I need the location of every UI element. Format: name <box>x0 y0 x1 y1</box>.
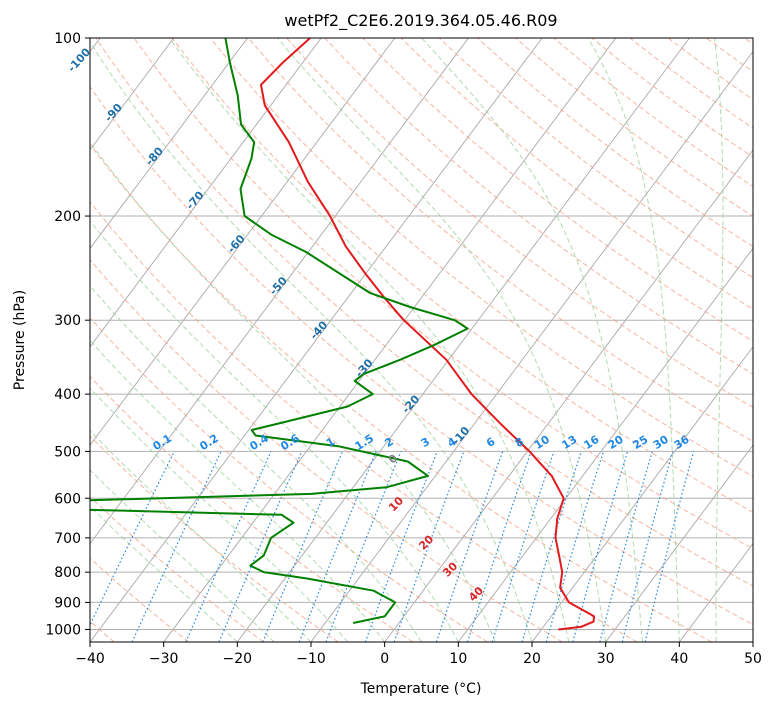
isotherm-line <box>457 247 753 642</box>
mixing-ratio-line <box>545 451 604 642</box>
dry-adiabat-line <box>90 86 753 626</box>
dry-adiabat-line <box>90 435 339 642</box>
moist-adiabat-line <box>587 38 680 642</box>
chart-title: wetPf2_C2E6.2019.364.05.46.R09 <box>284 11 557 31</box>
mixing-ratio-line <box>572 451 629 642</box>
mixing-ratio-line <box>325 451 402 642</box>
dry-adiabat-line <box>209 38 753 478</box>
temperature-profile-line <box>260 38 595 631</box>
moist-adiabat-line <box>90 430 312 642</box>
y-tick-label: 200 <box>54 209 81 225</box>
isotherm-line <box>163 38 617 642</box>
moist-adiabat-line <box>168 38 570 642</box>
moist-adiabat-line <box>90 387 349 642</box>
isotherm-line <box>236 38 690 642</box>
moist-adiabat-line <box>421 38 643 642</box>
dry-adiabat-line <box>400 38 753 310</box>
x-tick-label: 10 <box>449 651 467 667</box>
mixing-ratio-line <box>491 451 555 642</box>
mixing-ratio-line <box>298 451 377 642</box>
dry-adiabat-line <box>90 557 190 642</box>
moist-adiabat-line <box>90 141 496 642</box>
y-tick-label: 900 <box>54 595 81 611</box>
isotherm-line <box>605 444 753 642</box>
dry-adiabat-label: -100 <box>65 45 93 74</box>
mixing-ratio-line <box>644 451 695 642</box>
moist-adiabat-line <box>277 38 607 642</box>
moist-adiabat-line <box>90 469 275 642</box>
mixing-ratio-line <box>393 451 465 642</box>
mixing-ratio-line <box>466 451 532 642</box>
x-tick-label: 50 <box>744 651 762 667</box>
y-tick-label: 400 <box>54 387 81 403</box>
y-tick-label: 1000 <box>45 622 81 638</box>
isotherm-line <box>90 38 396 447</box>
y-axis-label: Pressure (hPa) <box>12 290 28 390</box>
x-tick-label: −20 <box>223 651 253 667</box>
mixing-ratio-line <box>621 451 674 642</box>
mixing-ratio-line <box>262 451 344 642</box>
x-tick-label: −30 <box>149 651 179 667</box>
background-lines <box>90 38 753 642</box>
dry-adiabat-line <box>362 38 753 342</box>
axes: −40 −30 −20 −10 0 10 20 30 40 50 1000 900 800 700 600 5… <box>45 31 762 667</box>
x-tick-label: −10 <box>296 651 326 667</box>
x-tick-label: 40 <box>670 651 688 667</box>
plot-background <box>90 38 753 642</box>
y-tick-label: 800 <box>54 565 81 581</box>
mixing-ratio-line <box>521 451 582 642</box>
mixing-ratio-line <box>435 451 504 642</box>
dry-adiabat-line <box>248 38 753 443</box>
isotherm-line <box>384 149 753 642</box>
y-tick-label: 300 <box>54 313 81 329</box>
x-tick-label: 0 <box>380 651 389 667</box>
dry-adiabat-line <box>90 375 414 642</box>
isotherm-line <box>531 345 753 642</box>
dry-adiabat-line <box>90 317 488 642</box>
moist-adiabat-line <box>90 41 533 642</box>
dry-adiabat-line <box>90 258 563 642</box>
x-tick-label: −40 <box>75 651 105 667</box>
isotherm-line <box>90 38 248 250</box>
y-tick-label: 700 <box>54 531 81 547</box>
isotherm-line <box>90 38 322 348</box>
dewpoint-profile-line <box>90 38 469 624</box>
moist-adiabat-line <box>90 220 459 642</box>
mixing-ratio-line <box>599 451 653 642</box>
profile-series <box>90 38 595 631</box>
x-tick-label: 30 <box>597 651 615 667</box>
y-tick-label: 500 <box>54 444 81 460</box>
dry-adiabat-line <box>171 38 753 513</box>
x-tick-label: 20 <box>523 651 541 667</box>
dry-adiabat-line <box>90 143 712 642</box>
isotherm-line <box>752 641 753 642</box>
plot-frame <box>89 37 754 643</box>
isotherm-line <box>90 38 469 545</box>
x-axis-label: Temperature (°C) <box>360 681 482 697</box>
isotherm-line <box>90 38 175 151</box>
dry-adiabat-line <box>133 38 753 550</box>
dry-adiabat-line <box>324 38 753 375</box>
y-tick-label: 600 <box>54 491 81 507</box>
y-tick-label: 100 <box>54 31 81 47</box>
moist-adiabat-line <box>714 38 724 642</box>
dry-adiabat-line <box>90 201 638 642</box>
